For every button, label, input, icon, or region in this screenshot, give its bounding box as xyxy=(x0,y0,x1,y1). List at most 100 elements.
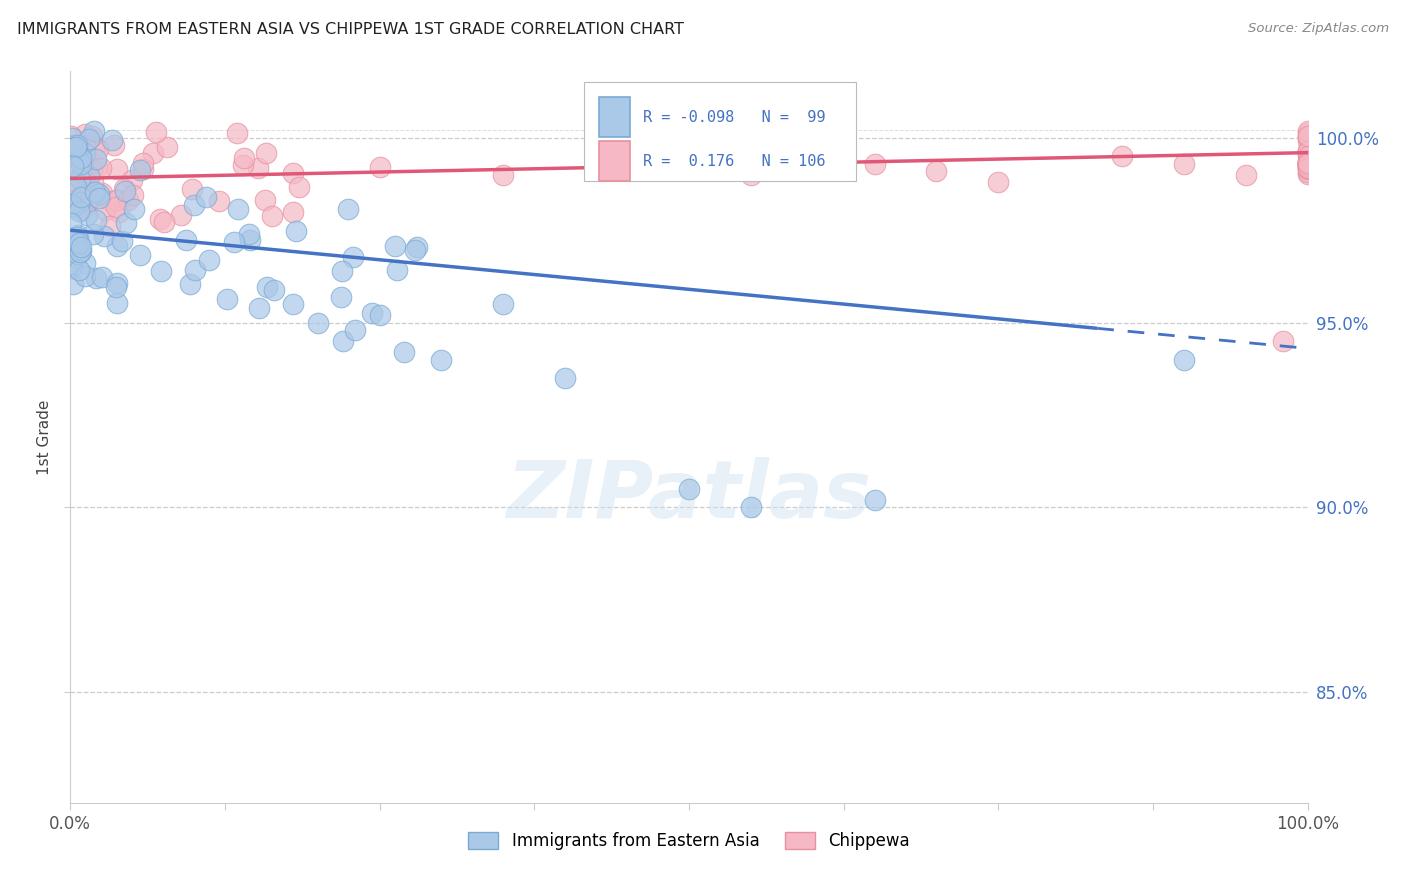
Point xyxy=(1296,158,1319,172)
Point xyxy=(1296,128,1319,143)
Point xyxy=(75,127,97,141)
Point xyxy=(360,305,382,319)
Point xyxy=(65,238,87,252)
Text: IMMIGRANTS FROM EASTERN ASIA VS CHIPPEWA 1ST GRADE CORRELATION CHART: IMMIGRANTS FROM EASTERN ASIA VS CHIPPEWA… xyxy=(17,22,683,37)
Point xyxy=(368,161,391,175)
Point xyxy=(82,227,104,241)
Point xyxy=(70,196,93,211)
Point xyxy=(117,193,139,207)
Point xyxy=(285,224,308,238)
Point xyxy=(394,345,416,359)
Point xyxy=(69,172,91,186)
Point xyxy=(84,152,107,166)
Legend: Immigrants from Eastern Asia, Chippewa: Immigrants from Eastern Asia, Chippewa xyxy=(461,825,917,856)
Point xyxy=(76,186,98,200)
Point xyxy=(1234,168,1257,182)
Point xyxy=(246,161,269,175)
Point xyxy=(66,230,89,244)
Point xyxy=(73,145,96,160)
Point xyxy=(73,138,96,153)
Point xyxy=(114,184,136,198)
Point xyxy=(863,492,886,507)
Point xyxy=(1296,156,1319,170)
Point xyxy=(59,216,82,230)
Point xyxy=(283,205,305,219)
Point xyxy=(343,323,366,337)
Point xyxy=(1296,157,1319,171)
Point xyxy=(330,290,353,304)
Point xyxy=(73,269,96,284)
Point xyxy=(1296,146,1319,161)
Point xyxy=(260,209,283,223)
Point xyxy=(368,308,391,322)
Point xyxy=(98,194,121,209)
Point xyxy=(430,352,453,367)
Point xyxy=(239,233,262,247)
Point xyxy=(122,202,145,217)
Point xyxy=(65,179,87,194)
Point xyxy=(70,148,93,162)
Point xyxy=(226,202,249,216)
Point xyxy=(82,163,104,178)
Point xyxy=(105,277,128,291)
Point xyxy=(132,156,155,170)
Point xyxy=(72,151,94,165)
Point xyxy=(75,169,97,184)
Point xyxy=(66,235,89,250)
Point xyxy=(105,193,128,207)
Point xyxy=(1111,149,1133,163)
Point xyxy=(863,157,886,171)
Point xyxy=(115,216,138,230)
Point xyxy=(72,174,94,188)
Point xyxy=(79,132,101,146)
Point xyxy=(72,202,94,216)
Point xyxy=(1296,157,1319,171)
Point xyxy=(121,172,143,186)
Point xyxy=(62,258,84,272)
Point xyxy=(740,500,762,515)
Point xyxy=(1296,167,1319,181)
Point xyxy=(336,202,359,217)
Point xyxy=(82,129,104,144)
Point xyxy=(105,280,128,294)
Point xyxy=(330,264,353,278)
Point xyxy=(75,185,97,199)
Point xyxy=(83,124,105,138)
Point xyxy=(1296,159,1319,173)
Point xyxy=(1296,161,1319,175)
Point xyxy=(70,151,93,165)
Point xyxy=(183,198,205,212)
Point xyxy=(66,144,89,158)
Point xyxy=(69,156,91,170)
Point xyxy=(342,251,364,265)
Point xyxy=(217,292,239,306)
Point xyxy=(129,248,152,262)
Point xyxy=(90,186,112,200)
Point xyxy=(79,193,101,207)
Text: ZIPatlas: ZIPatlas xyxy=(506,457,872,534)
Point xyxy=(65,194,87,208)
Point xyxy=(207,194,229,208)
Point xyxy=(105,200,128,214)
Point xyxy=(63,196,86,211)
Point xyxy=(332,334,354,348)
Point xyxy=(122,188,145,202)
Point xyxy=(222,235,245,249)
Point xyxy=(82,175,104,189)
Point xyxy=(1296,156,1319,170)
Point xyxy=(263,283,285,297)
Point xyxy=(83,185,105,199)
Point xyxy=(67,236,90,251)
Point xyxy=(1296,161,1319,175)
Point xyxy=(75,153,97,167)
Point xyxy=(79,169,101,183)
Point xyxy=(93,229,115,244)
Point xyxy=(60,138,83,153)
Point xyxy=(179,277,201,291)
Point xyxy=(60,200,83,214)
Point xyxy=(84,271,107,285)
Point xyxy=(87,142,110,156)
Point xyxy=(62,159,84,173)
Point xyxy=(1296,130,1319,145)
Point xyxy=(256,280,278,294)
